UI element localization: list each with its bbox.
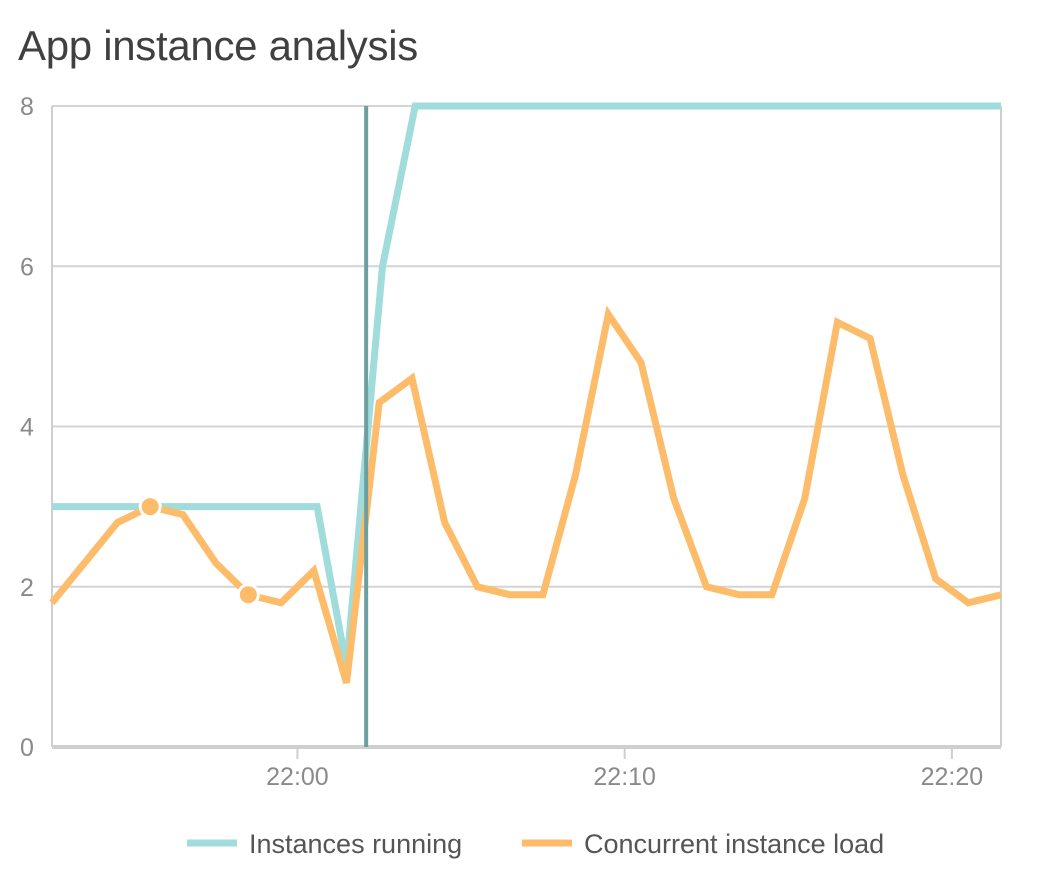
- y-tick-label: 6: [20, 253, 34, 281]
- y-tick-label: 8: [20, 93, 34, 121]
- chart-title: App instance analysis: [18, 22, 418, 69]
- x-tick-label: 22:10: [593, 763, 656, 791]
- grid-lines: [52, 105, 1001, 588]
- legend-item-concurrent-instance-load-label: Concurrent instance load: [584, 829, 884, 859]
- legend-item-instances-running-label: Instances running: [249, 829, 462, 859]
- y-tick-label: 2: [20, 574, 34, 602]
- y-tick-label: 4: [20, 414, 34, 442]
- series-lines: [49, 102, 1002, 684]
- x-tick-label: 22:00: [266, 763, 329, 791]
- axes: 0 2 4 6 8 22:00 22:10 22:20: [20, 93, 1002, 791]
- y-tick-label: 0: [20, 734, 34, 762]
- data-point-marker: [236, 583, 260, 607]
- series-line-concurrent-instance-load: [49, 305, 1002, 684]
- series-markers: [138, 495, 260, 607]
- legend: Instances running Concurrent instance loa…: [187, 829, 884, 859]
- x-tick-label: 22:20: [921, 763, 984, 791]
- data-point-marker: [138, 495, 162, 519]
- series-line-instances-running: [52, 102, 1001, 668]
